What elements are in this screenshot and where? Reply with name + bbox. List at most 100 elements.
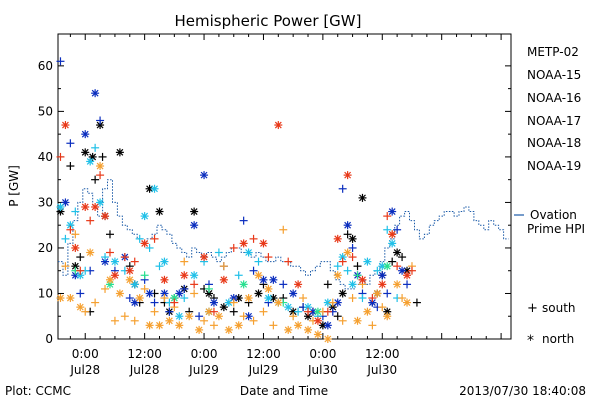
footer-timestamp: 2013/07/30 18:40:08: [459, 384, 586, 398]
point-noaa-19-north: [160, 275, 169, 284]
x-tick-date-label: Jul29: [248, 363, 279, 377]
point-noaa-16-north: [348, 280, 357, 289]
point-noaa-19-north: [378, 280, 387, 289]
point-noaa-15-north: [378, 271, 387, 280]
point-noaa-18-north: [244, 294, 253, 303]
ovation-legend-label-line1: Ovation: [530, 208, 577, 222]
point-noaa-16-north: [388, 239, 397, 248]
point-noaa-18-north: [333, 271, 342, 280]
point-noaa-19-north: [101, 212, 110, 221]
point-noaa-19-south: [284, 257, 293, 266]
legend-entry-noaa-17: NOAA-17: [527, 114, 581, 128]
point-noaa-17-south: [353, 271, 362, 280]
point-noaa-15-south: [165, 307, 174, 316]
point-noaa-19-south: [209, 307, 218, 316]
point-noaa-15-north: [200, 171, 209, 180]
point-noaa-15-north: [269, 275, 278, 284]
point-metp-02-south: [229, 307, 238, 316]
point-noaa-19-north: [219, 275, 228, 284]
point-metp-02-south: [91, 175, 100, 184]
x-tick-time-label: 0:00: [72, 347, 99, 361]
point-noaa-19-north: [81, 202, 90, 211]
point-noaa-18-north: [373, 289, 382, 298]
point-noaa-16-south: [333, 262, 342, 271]
point-noaa-16-north: [150, 184, 159, 193]
point-noaa-19-south: [407, 266, 416, 275]
point-metp-02-south: [343, 230, 352, 239]
point-noaa-18-south: [378, 303, 387, 312]
point-noaa-18-south: [150, 307, 159, 316]
point-metp-02-south: [76, 253, 85, 262]
point-metp-02-south: [105, 230, 114, 239]
x-tick-time-label: 12:00: [127, 347, 162, 361]
point-noaa-16-south: [343, 266, 352, 275]
point-noaa-18-north: [234, 321, 243, 330]
point-noaa-18-south: [120, 312, 129, 321]
point-noaa-18-north: [185, 312, 194, 321]
point-noaa-18-north: [165, 316, 174, 325]
point-noaa-19-south: [76, 266, 85, 275]
x-tick-date-label: Jul30: [307, 363, 338, 377]
point-noaa-16-south: [234, 271, 243, 280]
x-tick-time-label: 0:00: [191, 347, 218, 361]
point-noaa-18-south: [348, 294, 357, 303]
point-noaa-18-south: [130, 316, 139, 325]
point-noaa-18-north: [383, 312, 392, 321]
legend-entry-noaa-19: NOAA-19: [527, 159, 581, 173]
point-noaa-19-south: [150, 234, 159, 243]
point-noaa-19-south: [264, 253, 273, 262]
y-tick-label: 20: [38, 241, 53, 255]
x-axis: 0:00 Jul28 12:00 Jul28 0:00 Jul29 12:00 Jul29 0:…: [69, 34, 502, 377]
point-noaa-19-north: [239, 239, 248, 248]
point-noaa-19-north: [333, 234, 342, 243]
point-noaa-18-south: [101, 284, 110, 293]
point-noaa-18-north: [125, 275, 134, 284]
point-noaa-18-south: [289, 312, 298, 321]
point-noaa-19-north: [91, 202, 100, 211]
point-noaa-18-north: [96, 162, 105, 171]
point-noaa-19-south: [304, 307, 313, 316]
point-noaa-15-north: [333, 298, 342, 307]
point-noaa-19-south: [338, 257, 347, 266]
point-noaa-15-south: [249, 266, 258, 275]
point-metp-02-north: [338, 289, 347, 298]
point-noaa-18-south: [71, 230, 80, 239]
point-noaa-16-south: [135, 234, 144, 243]
footer-plot-credit: Plot: CCMC: [5, 384, 71, 398]
point-noaa-16-north: [244, 248, 253, 257]
point-noaa-16-north: [284, 303, 293, 312]
point-noaa-18-north: [56, 294, 65, 303]
ovation-prime-line: [58, 179, 509, 290]
point-noaa-18-north: [304, 325, 313, 334]
point-metp-02-south: [333, 312, 342, 321]
point-noaa-18-north: [175, 321, 184, 330]
point-noaa-19-south: [348, 253, 357, 262]
y-tick-label: 40: [38, 150, 53, 164]
point-noaa-18-south: [249, 316, 258, 325]
point-noaa-16-south: [358, 294, 367, 303]
point-metp-02-south: [353, 262, 362, 271]
point-noaa-16-north: [110, 257, 119, 266]
point-noaa-19-north: [294, 280, 303, 289]
y-axis: 0 10 20 30 40 50 60: [38, 59, 511, 346]
point-noaa-15-south: [195, 312, 204, 321]
point-noaa-16-north: [86, 157, 95, 166]
point-noaa-15-south: [66, 139, 75, 148]
point-noaa-15-south: [180, 284, 189, 293]
point-noaa-19-south: [323, 307, 332, 316]
point-noaa-15-north: [145, 289, 154, 298]
point-noaa-19-north: [259, 239, 268, 248]
point-metp-02-south: [98, 152, 107, 161]
y-axis-label: P [GW]: [7, 165, 21, 207]
point-noaa-19-south: [368, 294, 377, 303]
point-noaa-19-north: [343, 171, 352, 180]
point-noaa-18-south: [338, 316, 347, 325]
point-noaa-16-south: [254, 257, 263, 266]
ovation-legend-label-line2: Prime HPI: [527, 222, 585, 236]
point-noaa-19-north: [71, 243, 80, 252]
point-noaa-18-north: [105, 275, 114, 284]
point-metp-02-north: [393, 248, 402, 257]
point-noaa-15-south: [125, 294, 134, 303]
point-noaa-18-south: [180, 257, 189, 266]
point-noaa-15-south: [150, 298, 159, 307]
